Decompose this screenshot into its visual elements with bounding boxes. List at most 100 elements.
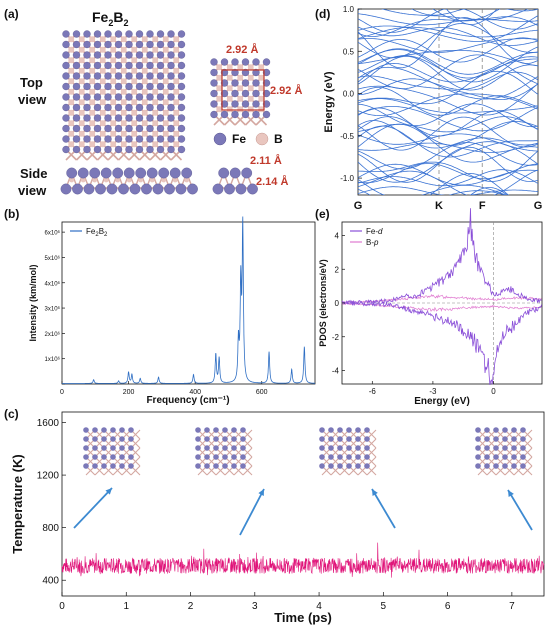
band-line [358, 83, 538, 116]
top-b-atom [141, 88, 148, 95]
bond-length-1-label: 2.11 Å [250, 154, 282, 167]
snapshot-fe-atom [222, 445, 228, 451]
top-fe-atom [114, 145, 123, 154]
top-fe-atom [167, 114, 175, 122]
snapshot-fe-atom [240, 454, 246, 460]
top-b-atom [162, 88, 169, 95]
panel-e-y-tick-label: 4 [335, 232, 340, 241]
side-fe-atom [77, 167, 89, 179]
band-line [358, 116, 538, 133]
cell-fe-atom [220, 100, 229, 108]
top-fe-atom [146, 103, 154, 112]
side-cell-fe-atom [229, 167, 241, 179]
snapshot-fe-atom [92, 445, 98, 451]
top-fe-atom [72, 72, 81, 80]
top-fe-atom [135, 103, 144, 112]
panel-e: (e) Fe-d B-p -6 -3 0 -4 -2 0 2 4 Energy (eV) P… [315, 207, 543, 407]
top-b-atom [68, 130, 75, 137]
top-fe-atom [167, 30, 175, 38]
side-cell-fe-atom [235, 183, 247, 195]
side-fe-atom [169, 167, 181, 179]
snapshot-fe-atom [222, 463, 228, 469]
top-b-atom [120, 67, 127, 74]
side-b-atom [149, 177, 155, 183]
top-fe-atom [83, 82, 91, 91]
band-line [358, 87, 538, 116]
side-view-label-1: Side [20, 166, 47, 181]
top-view-label-1: Top [20, 75, 43, 90]
top-fe-atom [62, 40, 70, 49]
snapshot-fe-atom [337, 427, 343, 433]
top-b-atom [120, 36, 127, 43]
top-fe-atom [93, 82, 102, 91]
snapshot-fe-atom [213, 427, 219, 433]
top-fe-atom [83, 103, 91, 112]
snapshot-fe-atom [319, 463, 325, 469]
snapshot-fe-atom [502, 445, 508, 451]
top-fe-atom [114, 51, 123, 59]
top-fe-atom [135, 72, 144, 80]
snapshot-fe-atom [83, 436, 89, 442]
cell-fe-atom [252, 68, 260, 77]
top-fe-atom [114, 30, 123, 38]
band-line [469, 187, 508, 195]
top-fe-atom [104, 51, 112, 59]
snapshot-fe-atom [119, 436, 125, 442]
side-bond [76, 171, 91, 189]
snapshot-fe-atom [92, 427, 98, 433]
side-b-atom [103, 177, 109, 183]
top-fe-atom [93, 114, 102, 122]
band-line [358, 17, 538, 69]
top-b-atom [173, 130, 180, 137]
cell-b-atom [216, 85, 223, 92]
band-line [358, 163, 538, 184]
top-b-atom [120, 130, 127, 137]
top-fe-atom [93, 72, 102, 80]
cell-fe-atom [220, 110, 229, 119]
top-fe-atom [177, 145, 186, 154]
top-fe-atom [156, 114, 165, 122]
snapshot-arrow-shaft [239, 488, 265, 536]
top-b-atom [141, 46, 148, 53]
panel-c: (c) 0 1 2 3 4 5 6 7 400 800 1200 1600 Time (ps) Te… [4, 407, 545, 625]
snapshot-fe-atom [110, 445, 116, 451]
panel-c-x-tick-label: 0 [59, 601, 65, 612]
band-line [358, 93, 538, 116]
b-p-up-line [341, 293, 542, 303]
panel-d-y-tick-label: 0.0 [343, 90, 355, 99]
top-b-atom [110, 46, 117, 53]
panel-c-y-axis-label: Temperature (K) [10, 454, 25, 553]
top-fe-atom [167, 124, 175, 133]
panel-c-x-tick-label: 1 [123, 601, 129, 612]
snapshot-fe-atom [213, 463, 219, 469]
fe-d-legend-label: Fe-d [366, 227, 383, 236]
snapshot-fe-atom [355, 454, 361, 460]
top-fe-atom [177, 82, 186, 91]
cell-fe-atom [231, 79, 239, 87]
panel-d-y-tick-label: 0.5 [343, 47, 355, 56]
panel-d-y-axis-label: Energy (eV) [323, 71, 335, 132]
fe-d-down-line [341, 301, 542, 385]
cell-fe-atom [241, 110, 250, 119]
snapshot-fe-atom [511, 427, 517, 433]
top-b-atom [68, 57, 75, 64]
high-symmetry-lines [438, 9, 483, 195]
top-b-atom [110, 130, 117, 137]
panel-d-kpoint-label: G [534, 200, 543, 212]
panel-e-x-axis-label: Energy (eV) [414, 396, 470, 407]
cell-fe-atom [252, 110, 260, 119]
cell-b-atom [226, 74, 233, 81]
snapshot-fe-atom [520, 445, 526, 451]
band-line [380, 9, 529, 21]
panel-d-y-ticks: -1.0 -0.5 0.0 0.5 1.0 [340, 5, 362, 183]
side-b-atom [80, 177, 86, 183]
panel-b-x-tick-label: 0 [60, 389, 64, 396]
side-view-lattice [60, 167, 198, 195]
top-fe-atom [177, 72, 186, 80]
top-fe-atom [62, 124, 70, 133]
top-b-atom [131, 120, 138, 127]
snapshot-fe-atom [128, 463, 134, 469]
snapshot-fe-atom [319, 454, 325, 460]
band-line [358, 71, 538, 95]
